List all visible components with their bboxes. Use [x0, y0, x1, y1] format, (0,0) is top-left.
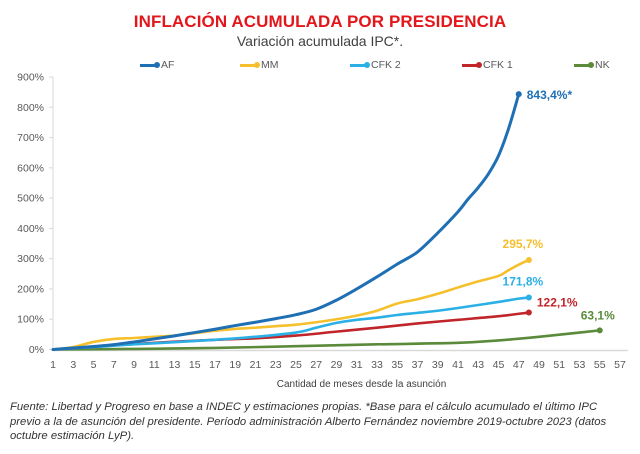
chart-subtitle: Variación acumulada IPC*. [236, 33, 404, 49]
x-tick-label: 31 [351, 359, 363, 371]
series-layer [51, 91, 603, 351]
legend: AF MM CFK 2 CFK 1 NK [140, 58, 634, 72]
axes: 0%100%200%300%400%500%600%700%800%900%1 3… [17, 72, 628, 390]
legend-label: CFK 1 [483, 59, 513, 71]
x-axis-label: Cantidad de meses desde la asunción [277, 379, 447, 390]
y-tick-label: 500% [17, 193, 44, 205]
x-tick-label: 17 [209, 359, 221, 371]
series-line-af [51, 92, 521, 351]
series-line-mm [51, 258, 531, 351]
legend-item-mm: MM [240, 58, 350, 72]
legend-label: AF [161, 59, 175, 71]
x-tick-label: 25 [290, 359, 302, 371]
legend-marker-icon [140, 62, 160, 68]
x-tick-label: 51 [553, 359, 565, 371]
x-tick-label: 43 [472, 359, 484, 371]
x-tick-label: 39 [432, 359, 444, 371]
x-tick-label: 21 [250, 359, 262, 371]
x-tick-label: 37 [412, 359, 424, 371]
y-tick-label: 600% [17, 162, 44, 174]
legend-label: CFK 2 [371, 59, 401, 71]
x-tick-label: 19 [229, 359, 241, 371]
legend-item-nk: NK [574, 58, 634, 72]
series-end-point [596, 327, 603, 334]
y-tick-label: 100% [17, 314, 44, 326]
x-tick-label: 35 [391, 359, 403, 371]
legend-marker-icon [350, 62, 370, 68]
legend-marker-icon [240, 62, 260, 68]
x-tick-label: 15 [189, 359, 201, 371]
legend-item-af: AF [140, 58, 240, 72]
series-end-point [525, 309, 532, 316]
y-tick-label: 200% [17, 283, 44, 295]
legend-item-cfk2: CFK 2 [350, 58, 462, 72]
x-tick-label: 23 [270, 359, 282, 371]
x-tick-label: 9 [131, 359, 137, 371]
x-tick-label: 1 [50, 359, 56, 371]
y-tick-label: 300% [17, 253, 44, 265]
source-footnote: Fuente: Libertad y Progreso en base a IN… [10, 401, 607, 442]
y-tick-label: 400% [17, 223, 44, 235]
y-tick-label: 800% [17, 102, 44, 114]
data-label-cfk2: 171,8% [503, 274, 544, 288]
x-tick-label: 47 [513, 359, 525, 371]
legend-marker-icon [462, 62, 482, 68]
y-tick-label: 900% [17, 72, 44, 84]
end-labels: 63,1%122,1% 171,8% 295,7% 843,4%* [503, 88, 616, 322]
data-label-af: 843,4%* [527, 88, 573, 102]
x-tick-label: 33 [371, 359, 383, 371]
y-tick-label: 0% [29, 344, 44, 356]
series-end-point [525, 294, 532, 301]
x-tick-label: 7 [111, 359, 117, 371]
x-tick-label: 53 [574, 359, 586, 371]
x-tick-label: 41 [452, 359, 464, 371]
series-end-point [515, 91, 522, 98]
x-tick-label: 5 [91, 359, 97, 371]
data-label-cfk1: 122,1% [537, 296, 578, 310]
x-tick-label: 29 [331, 359, 343, 371]
x-tick-label: 57 [614, 359, 626, 371]
series-end-point [525, 256, 532, 263]
x-tick-label: 49 [533, 359, 545, 371]
x-tick-label: 3 [70, 359, 76, 371]
x-tick-label: 27 [310, 359, 322, 371]
legend-item-cfk1: CFK 1 [462, 58, 574, 72]
data-label-mm: 295,7% [503, 237, 544, 251]
x-tick-label: 55 [594, 359, 606, 371]
x-tick-label: 13 [169, 359, 181, 371]
data-label-nk: 63,1% [581, 308, 615, 322]
legend-label: NK [595, 59, 610, 71]
y-tick-label: 700% [17, 132, 44, 144]
legend-marker-icon [574, 62, 594, 68]
chart-title: INFLACIÓN ACUMULADA POR PRESIDENCIA [133, 12, 507, 31]
series-line-cfk2 [51, 296, 531, 351]
x-tick-label: 11 [149, 359, 160, 371]
x-tick-label: 45 [493, 359, 505, 371]
series-line-nk [51, 329, 602, 351]
legend-label: MM [261, 59, 279, 71]
